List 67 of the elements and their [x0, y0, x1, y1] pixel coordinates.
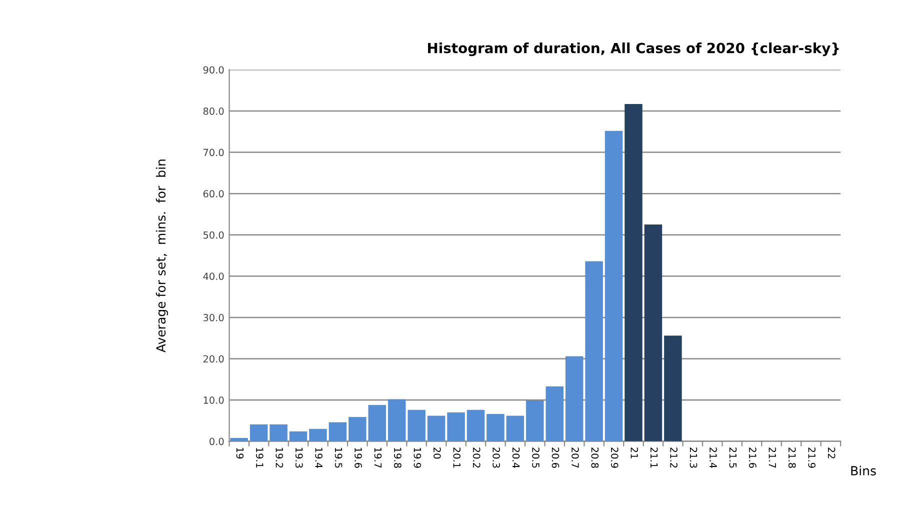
bar	[585, 261, 603, 442]
x-tick-label: 20.4	[512, 448, 520, 468]
x-tick-label: 19.3	[295, 448, 303, 468]
x-tick-label: 19	[236, 448, 244, 459]
y-tick-label: 50.0	[203, 231, 224, 239]
bar	[624, 104, 642, 442]
x-tick-label: 19.5	[334, 448, 342, 468]
bar	[388, 399, 406, 442]
chart-title: Histogram of duration, All Cases of 2020 {clear-sky}	[428, 42, 839, 56]
x-tick-label: 20.1	[453, 448, 461, 468]
x-tick-label: 21.1	[650, 448, 658, 468]
y-tick-label: 10.0	[204, 396, 224, 404]
x-tick-label: 20.9	[610, 448, 618, 468]
bar	[447, 412, 465, 442]
y-tick-label: 90.0	[203, 66, 224, 74]
y-axis-title: Average for set, mins. for bin	[156, 160, 168, 352]
x-tick-label: 19.2	[276, 448, 284, 468]
bar	[309, 428, 327, 442]
bar	[368, 404, 386, 442]
y-tick-label: 70.0	[204, 148, 224, 156]
bar	[604, 130, 623, 442]
x-tick-label: 21.2	[670, 448, 678, 468]
bar	[565, 356, 584, 442]
x-tick-label: 21.8	[788, 448, 796, 468]
bar	[644, 224, 662, 442]
y-tick-label: 40.0	[203, 272, 224, 280]
x-tick-label: 20.2	[472, 448, 480, 468]
bar	[506, 416, 524, 442]
bar	[270, 424, 288, 442]
x-tick-label: 20.3	[492, 448, 500, 468]
y-tick-label: 0.0	[210, 438, 224, 446]
x-tick-label: 21.9	[808, 448, 816, 468]
x-tick-label: 20.6	[552, 448, 560, 468]
y-tick-label: 20.0	[203, 355, 224, 363]
x-tick-label: 22	[828, 448, 836, 458]
x-tick-label: 21.7	[768, 448, 776, 468]
bar	[664, 336, 682, 442]
bar	[289, 431, 308, 442]
x-tick-label: 19.7	[374, 448, 382, 468]
y-tick-label: 80.0	[203, 107, 224, 115]
bar	[250, 424, 268, 442]
bar	[230, 438, 248, 442]
x-tick-label: 19.8	[394, 448, 402, 468]
bar	[486, 414, 504, 442]
y-tick-label: 30.0	[203, 314, 224, 322]
x-tick-label: 21.3	[690, 448, 698, 468]
x-tick-label: 21.6	[749, 448, 756, 468]
y-tick-label: 60.0	[203, 190, 224, 198]
x-tick-label: 20.5	[532, 448, 540, 468]
x-tick-label: 20	[433, 448, 441, 459]
bar	[546, 386, 564, 442]
bar	[466, 410, 485, 442]
x-tick-label: 21	[630, 448, 638, 458]
bar	[526, 400, 544, 442]
x-tick-label: 19.4	[315, 448, 323, 468]
x-tick-label: 21.4	[710, 448, 717, 468]
bar	[328, 422, 347, 442]
bar	[408, 410, 426, 442]
bar	[427, 416, 446, 442]
x-axis-title: Bins	[851, 466, 876, 476]
x-tick-label: 19.1	[256, 448, 264, 468]
x-tick-label: 20.8	[591, 448, 599, 468]
x-tick-label: 19.6	[354, 448, 362, 468]
x-tick-label: 21.5	[729, 448, 737, 468]
x-tick-label: 19.9	[414, 448, 422, 468]
x-tick-label: 20.7	[572, 448, 579, 468]
bar	[348, 416, 366, 442]
